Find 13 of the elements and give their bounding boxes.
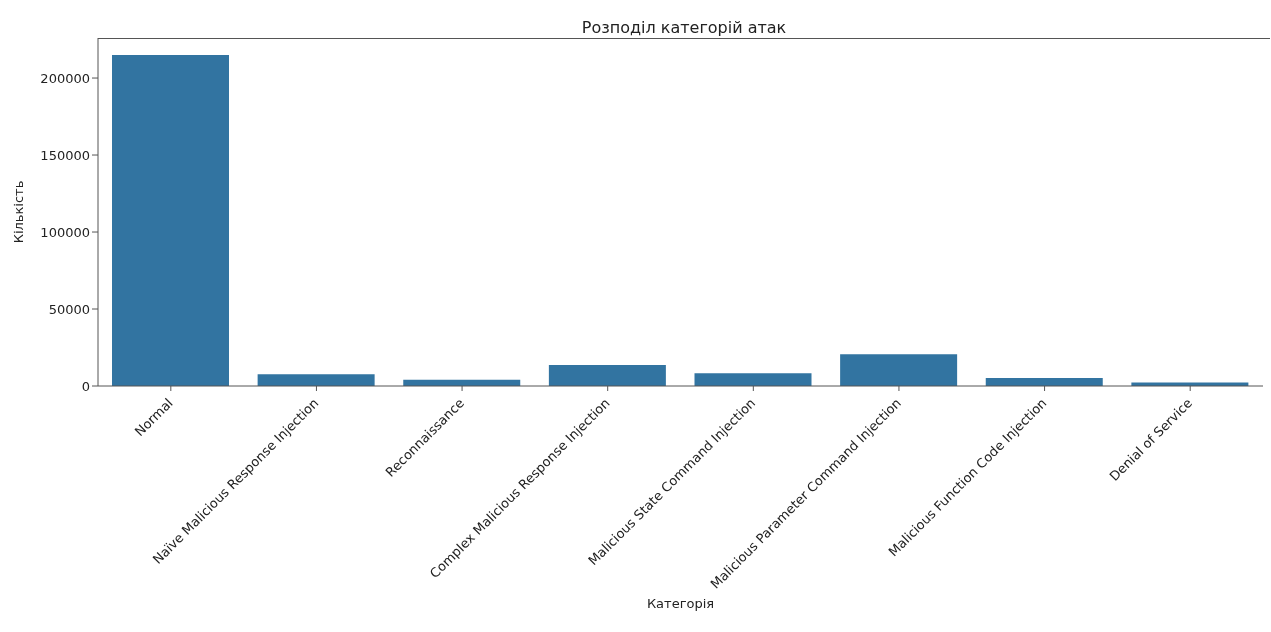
- y-tick-label: 150000: [40, 147, 90, 163]
- y-tick-label: 50000: [48, 301, 90, 317]
- y-tick-label: 0: [81, 378, 90, 394]
- y-axis-title: Кількість: [10, 180, 26, 244]
- y-tick-label: 100000: [40, 224, 90, 240]
- chart-title: Розподіл категорій атак: [580, 18, 788, 37]
- bar: [840, 354, 958, 386]
- bar: [694, 373, 812, 386]
- bar: [548, 365, 666, 386]
- bar: [112, 54, 229, 386]
- y-tick-label: 200000: [40, 70, 90, 86]
- x-axis-title: Категорія: [646, 596, 715, 611]
- bar: [257, 374, 375, 386]
